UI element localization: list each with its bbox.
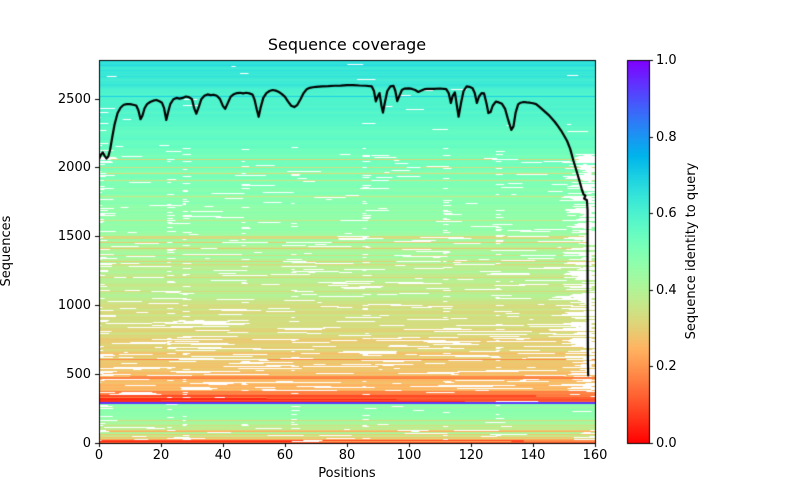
y-tick-label: 2500 bbox=[57, 91, 91, 107]
colorbar-tick-label: 0.8 bbox=[656, 129, 677, 145]
x-tick-label: 80 bbox=[338, 448, 356, 463]
colorbar-tick-label: 0.2 bbox=[656, 359, 677, 375]
y-tick-label: 1500 bbox=[57, 229, 91, 245]
x-tick-label: 120 bbox=[458, 448, 484, 463]
chart-title: Sequence coverage bbox=[267, 35, 427, 54]
x-tick-label: 140 bbox=[520, 448, 546, 463]
colorbar-tick-label: 0.0 bbox=[656, 436, 677, 451]
colorbar-tick-label: 1.0 bbox=[656, 53, 677, 68]
x-tick-label: 40 bbox=[214, 448, 232, 463]
x-tick-label: 0 bbox=[94, 448, 104, 463]
colorbar-tick-label: 0.4 bbox=[656, 282, 677, 298]
y-axis-label: Sequences bbox=[0, 215, 14, 287]
y-tick-label: 1000 bbox=[57, 298, 91, 314]
y-tick-label: 0 bbox=[82, 436, 91, 451]
y-tick-label: 2000 bbox=[57, 160, 91, 176]
x-tick-label: 100 bbox=[396, 448, 422, 463]
y-tick-label: 500 bbox=[66, 367, 91, 383]
x-tick-label: 60 bbox=[276, 448, 294, 463]
colorbar-tick-label: 0.6 bbox=[656, 206, 677, 222]
x-tick-label: 160 bbox=[582, 448, 608, 463]
x-tick-label: 20 bbox=[152, 448, 170, 463]
colorbar-label: Sequence identity to query bbox=[684, 162, 699, 340]
x-axis-label: Positions bbox=[318, 466, 376, 481]
